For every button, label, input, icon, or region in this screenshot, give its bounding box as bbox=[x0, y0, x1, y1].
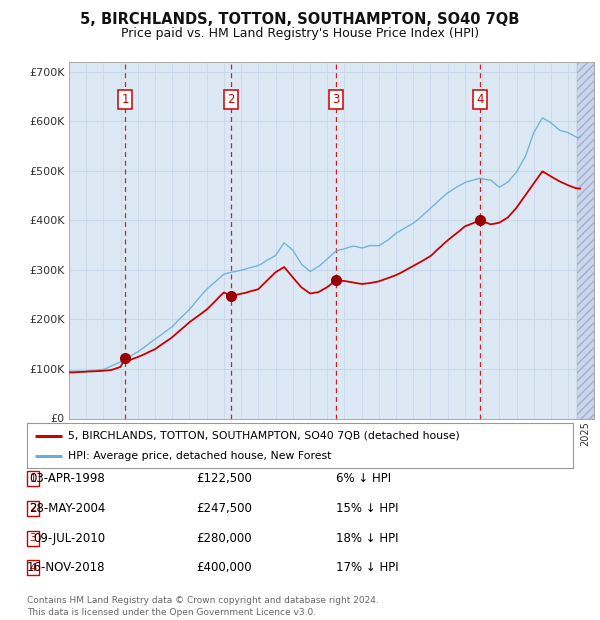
Text: 18% ↓ HPI: 18% ↓ HPI bbox=[336, 532, 398, 544]
Text: 1: 1 bbox=[121, 93, 128, 106]
Text: 3: 3 bbox=[29, 533, 37, 543]
Text: 5, BIRCHLANDS, TOTTON, SOUTHAMPTON, SO40 7QB: 5, BIRCHLANDS, TOTTON, SOUTHAMPTON, SO40… bbox=[80, 12, 520, 27]
Text: 17% ↓ HPI: 17% ↓ HPI bbox=[336, 562, 398, 574]
Text: 16-NOV-2018: 16-NOV-2018 bbox=[26, 562, 105, 574]
Text: 09-JUL-2010: 09-JUL-2010 bbox=[33, 532, 105, 544]
Text: HPI: Average price, detached house, New Forest: HPI: Average price, detached house, New … bbox=[68, 451, 331, 461]
Text: £280,000: £280,000 bbox=[196, 532, 252, 544]
Text: 4: 4 bbox=[476, 93, 484, 106]
Text: 4: 4 bbox=[29, 563, 37, 573]
Text: 2: 2 bbox=[227, 93, 235, 106]
Text: 28-MAY-2004: 28-MAY-2004 bbox=[29, 502, 105, 515]
Text: 3: 3 bbox=[332, 93, 340, 106]
Text: 1: 1 bbox=[29, 474, 37, 484]
Text: 2: 2 bbox=[29, 503, 37, 513]
Text: Price paid vs. HM Land Registry's House Price Index (HPI): Price paid vs. HM Land Registry's House … bbox=[121, 27, 479, 40]
Text: £247,500: £247,500 bbox=[196, 502, 252, 515]
Text: 6% ↓ HPI: 6% ↓ HPI bbox=[336, 472, 391, 485]
Text: 03-APR-1998: 03-APR-1998 bbox=[29, 472, 105, 485]
Text: 5, BIRCHLANDS, TOTTON, SOUTHAMPTON, SO40 7QB (detached house): 5, BIRCHLANDS, TOTTON, SOUTHAMPTON, SO40… bbox=[68, 430, 460, 441]
Text: 15% ↓ HPI: 15% ↓ HPI bbox=[336, 502, 398, 515]
Text: £400,000: £400,000 bbox=[196, 562, 252, 574]
Text: £122,500: £122,500 bbox=[196, 472, 252, 485]
Text: Contains HM Land Registry data © Crown copyright and database right 2024.
This d: Contains HM Land Registry data © Crown c… bbox=[27, 596, 379, 617]
